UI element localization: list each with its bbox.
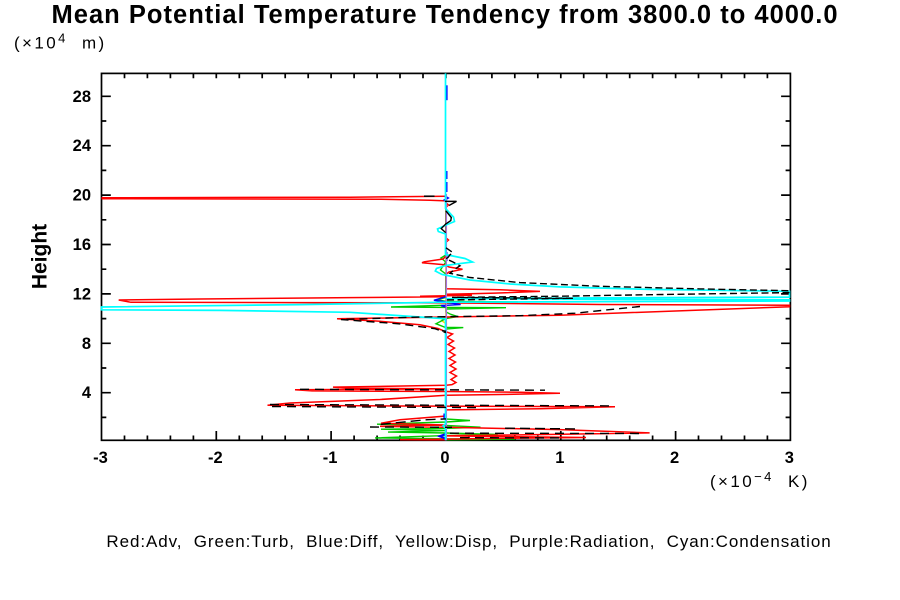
- svg-text:0: 0: [440, 449, 449, 467]
- svg-text:4: 4: [82, 384, 92, 402]
- svg-text:20: 20: [73, 187, 91, 205]
- svg-text:1: 1: [555, 449, 564, 467]
- svg-text:8: 8: [82, 335, 91, 353]
- svg-text:Red:Adv, Green:Turb, Blue:Di: Red:Adv, Green:Turb, Blue:Diff, Yellow:D…: [106, 532, 831, 551]
- svg-text:Height: Height: [29, 224, 52, 289]
- svg-text:Mean Potential Temperature Ten: Mean Potential Temperature Tendency from…: [51, 1, 838, 29]
- svg-text:12: 12: [73, 285, 91, 303]
- svg-text:2: 2: [670, 449, 679, 467]
- svg-text:(×104 m): (×104 m): [14, 31, 107, 53]
- svg-text:24: 24: [73, 137, 92, 155]
- svg-text:28: 28: [73, 88, 91, 106]
- svg-text:3: 3: [785, 449, 794, 467]
- svg-text:(×10−4 K): (×10−4 K): [710, 469, 810, 491]
- svg-text:-3: -3: [93, 449, 108, 467]
- svg-text:-2: -2: [208, 449, 223, 467]
- svg-text:-1: -1: [323, 449, 338, 467]
- svg-text:16: 16: [73, 236, 91, 254]
